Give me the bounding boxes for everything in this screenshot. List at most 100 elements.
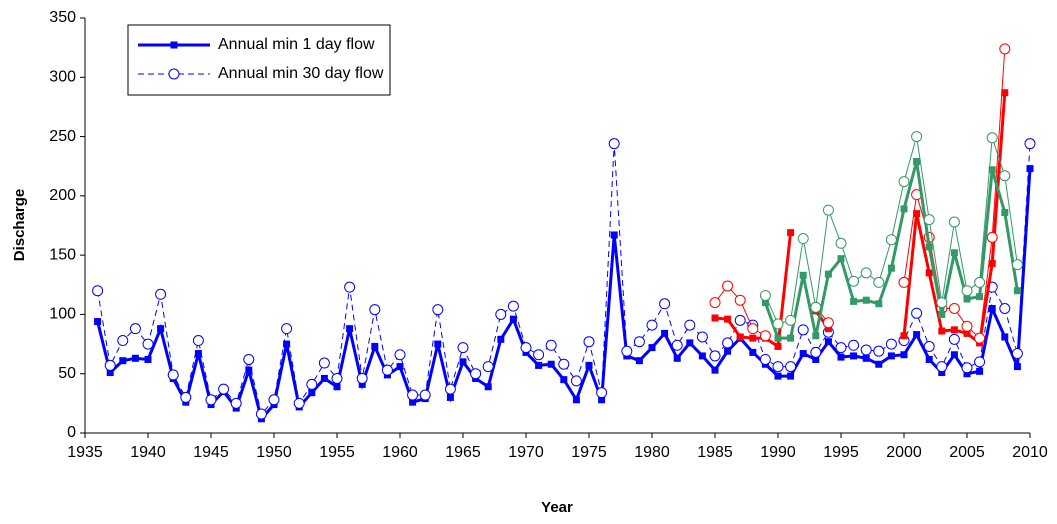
marker (925, 269, 933, 277)
marker (774, 372, 782, 380)
marker (976, 293, 984, 301)
marker (887, 352, 895, 360)
series-line (763, 161, 1019, 340)
marker (293, 397, 305, 409)
marker (633, 336, 645, 348)
marker (787, 372, 795, 380)
marker (850, 352, 858, 360)
marker (255, 408, 267, 420)
marker (673, 354, 681, 362)
marker (457, 342, 469, 354)
marker (938, 310, 946, 318)
x-tick-label: 1960 (382, 444, 418, 461)
marker (698, 352, 706, 360)
marker (734, 314, 746, 326)
marker (948, 333, 960, 345)
x-tick-label: 1980 (634, 444, 670, 461)
marker (558, 358, 570, 370)
marker (205, 394, 217, 406)
marker (167, 369, 179, 381)
marker (986, 231, 998, 243)
marker (850, 297, 858, 305)
x-tick-label: 1995 (823, 444, 859, 461)
marker (371, 342, 379, 350)
marker (585, 361, 593, 369)
marker (799, 350, 807, 358)
marker (394, 349, 406, 361)
marker (346, 325, 354, 333)
marker (862, 296, 870, 304)
marker (722, 337, 734, 349)
marker (306, 378, 318, 390)
y-tick-label: 150 (49, 246, 76, 263)
marker (684, 319, 696, 331)
marker (785, 314, 797, 326)
marker (560, 376, 568, 384)
x-tick-label: 1950 (256, 444, 292, 461)
marker (761, 299, 769, 307)
marker (547, 360, 555, 368)
x-tick-label: 1945 (193, 444, 229, 461)
marker (482, 361, 494, 373)
marker (772, 361, 784, 373)
marker (419, 389, 431, 401)
marker (117, 335, 129, 347)
marker (709, 350, 721, 362)
marker (885, 338, 897, 350)
marker (988, 166, 996, 174)
marker (848, 339, 860, 351)
marker (409, 398, 417, 406)
marker (900, 205, 908, 213)
marker (734, 294, 746, 306)
marker (444, 383, 456, 395)
marker (797, 324, 809, 336)
marker (459, 358, 467, 366)
marker (709, 297, 721, 309)
marker (759, 353, 771, 365)
marker (711, 366, 719, 374)
marker (974, 356, 986, 368)
marker (948, 216, 960, 228)
marker (799, 271, 807, 279)
marker (950, 326, 958, 334)
marker (1024, 138, 1036, 150)
marker (936, 297, 948, 309)
marker (950, 249, 958, 257)
marker (759, 330, 771, 342)
marker (900, 351, 908, 359)
marker (635, 357, 643, 365)
marker (797, 233, 809, 245)
marker (822, 204, 834, 216)
y-tick-label: 50 (58, 365, 76, 382)
marker (822, 317, 834, 329)
marker (484, 383, 492, 391)
x-tick-label: 1955 (319, 444, 355, 461)
marker (963, 295, 971, 303)
marker (180, 391, 192, 403)
marker (749, 348, 757, 356)
marker (497, 335, 505, 343)
marker (810, 301, 822, 313)
legend-marker (168, 68, 180, 80)
marker (913, 157, 921, 165)
marker (772, 318, 784, 330)
marker (835, 237, 847, 249)
marker (875, 360, 883, 368)
y-tick-label: 200 (49, 187, 76, 204)
marker (218, 383, 230, 395)
marker (696, 331, 708, 343)
marker (1001, 208, 1009, 216)
marker (1001, 89, 1009, 97)
marker (785, 361, 797, 373)
marker (281, 323, 293, 335)
marker (509, 315, 517, 323)
marker (837, 255, 845, 263)
marker (774, 342, 782, 350)
marker (243, 353, 255, 365)
marker (369, 304, 381, 316)
marker (470, 368, 482, 380)
marker (824, 325, 832, 333)
marker (938, 327, 946, 335)
marker (283, 340, 291, 348)
marker (900, 332, 908, 340)
